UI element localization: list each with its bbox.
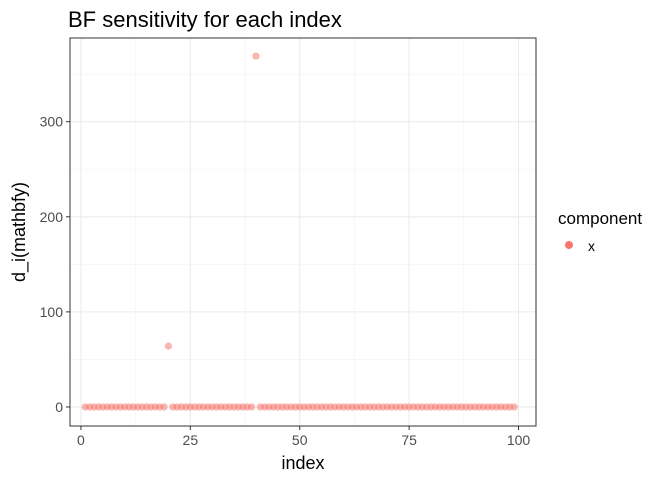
data-points — [81, 52, 518, 411]
y-tick-label: 100 — [40, 304, 64, 320]
data-point — [252, 52, 260, 60]
y-tick-label: 200 — [40, 209, 64, 225]
x-tick-label: 75 — [401, 432, 417, 448]
data-point — [164, 342, 173, 350]
data-point — [247, 403, 256, 411]
x-axis-title: index — [281, 453, 324, 473]
y-tick-label: 300 — [40, 114, 64, 130]
legend-label-x: x — [588, 238, 595, 254]
chart-title: BF sensitivity for each index — [68, 7, 342, 32]
x-tick-label: 0 — [77, 432, 85, 448]
y-tick-label: 0 — [55, 399, 63, 415]
x-axis: 0 25 50 75 100 — [77, 426, 530, 448]
y-axis-title: d_i(mathbfy) — [9, 182, 30, 282]
x-tick-label: 100 — [507, 432, 531, 448]
data-point — [510, 403, 518, 411]
x-tick-label: 25 — [183, 432, 199, 448]
legend-key-x — [565, 241, 573, 249]
data-point — [160, 403, 168, 411]
x-tick-label: 50 — [292, 432, 308, 448]
grid-minor — [70, 38, 536, 426]
legend-title: component — [558, 209, 642, 228]
legend: component x — [558, 209, 642, 254]
plot-border — [69, 37, 537, 427]
plot-panel — [70, 38, 536, 426]
y-axis: 0 100 200 300 — [40, 114, 70, 415]
